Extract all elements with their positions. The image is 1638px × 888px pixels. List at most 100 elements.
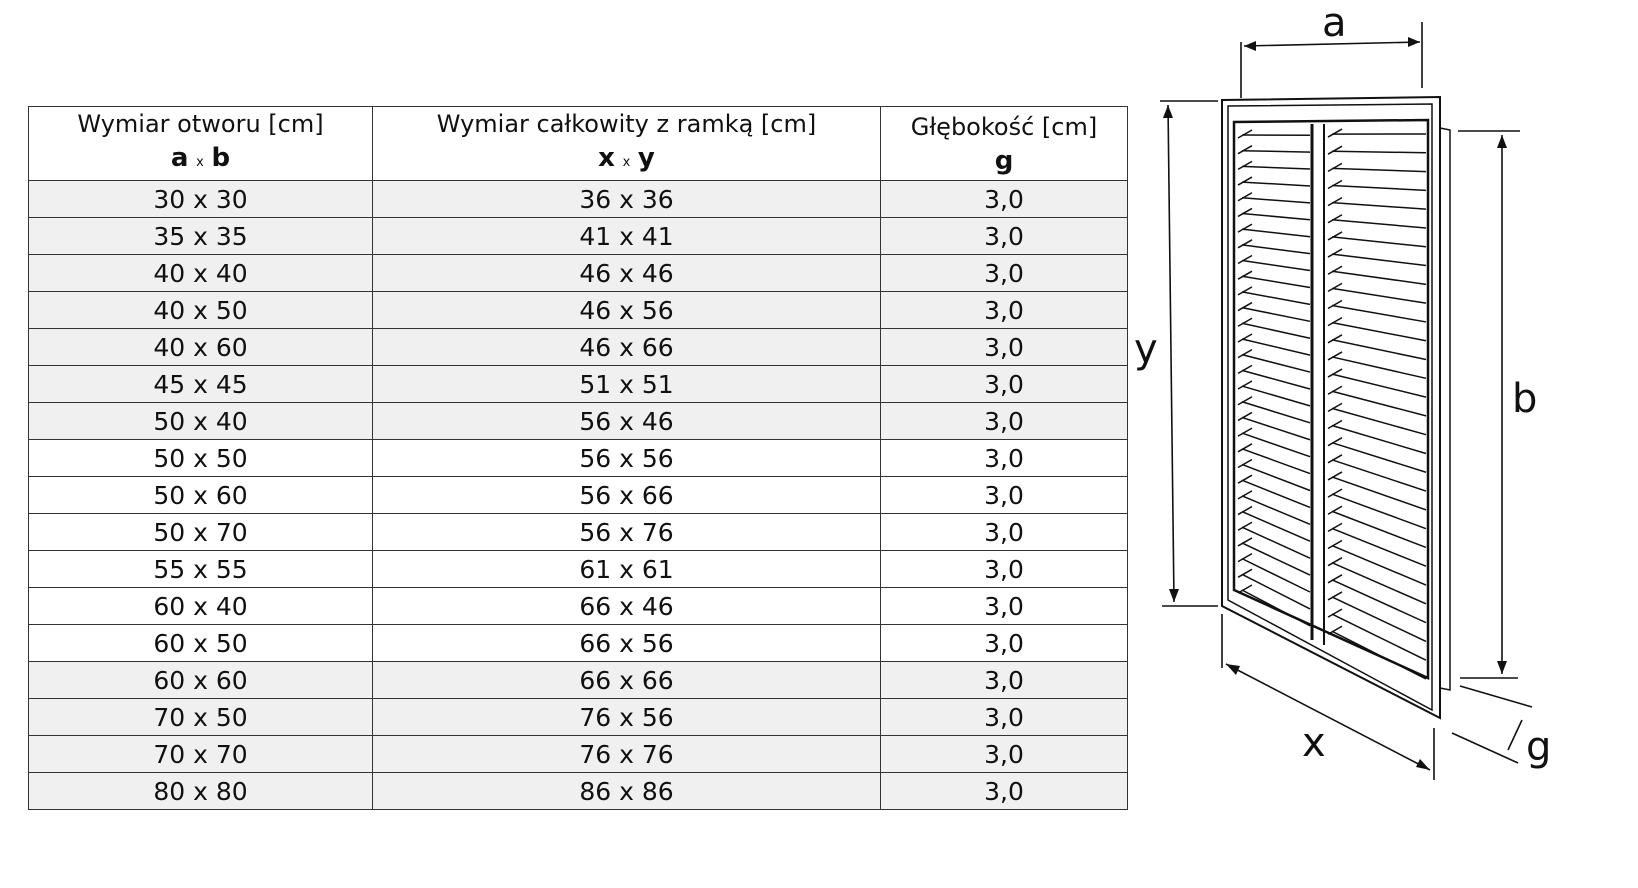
louver-edge [1327,625,1343,635]
louver-slat [1331,544,1427,586]
cell-depth: 3,0 [880,254,1128,292]
cell-opening: 60 x 60 [28,661,373,699]
louver-slat [1241,589,1311,627]
louver-edge [1327,368,1343,378]
louver-edge [1237,490,1253,500]
louver-edge [1327,214,1343,224]
louver-slat [1241,385,1311,407]
cell-opening: 80 x 80 [28,772,373,810]
louver-slat [1331,150,1427,154]
louver-edge [1237,443,1253,453]
cell-opening: 50 x 70 [28,513,373,551]
cell-total: 61 x 61 [372,550,881,588]
header-depth: Głębokość [cm] g [880,106,1128,181]
louver-slat [1331,287,1427,304]
louver-edge [1237,537,1253,547]
louver-slat [1241,291,1311,306]
cell-total: 66 x 56 [372,624,881,662]
louver-edge [1327,419,1343,430]
header-total: Wymiar całkowity z ramką [cm] x x y [372,106,881,181]
louver-slat [1331,304,1427,323]
table-row: 45 x 45 51 x 51 3,0 [28,365,1128,403]
table-row: 40 x 40 46 x 46 3,0 [28,254,1128,292]
arrowheads [1163,37,1507,770]
louver-edge [1237,427,1253,437]
dimensions-table: Wymiar otworu [cm] a x b Wymiar całkowit… [28,106,1128,810]
louver-slat [1241,542,1311,576]
inner-frame [1227,103,1433,712]
cell-depth: 3,0 [880,587,1128,625]
louver-edge [1237,176,1253,186]
louver-edge [1327,574,1343,584]
cell-depth: 3,0 [880,365,1128,403]
cell-total: 36 x 36 [372,180,881,218]
cell-opening: 40 x 50 [28,291,373,329]
cell-total: 46 x 46 [372,254,881,292]
cell-depth: 3,0 [880,476,1128,514]
louver-slat [1331,630,1427,680]
louver-edge [1237,333,1253,343]
louver-edge [1327,591,1343,601]
louver-slat [1241,259,1311,272]
louver-edge [1237,192,1253,202]
louver-slat [1241,432,1311,458]
cell-total: 76 x 76 [372,735,881,773]
louver-slat [1331,596,1427,643]
cell-depth: 3,0 [880,439,1128,477]
cell-depth: 3,0 [880,513,1128,551]
louver-edge [1237,254,1253,265]
cell-opening: 50 x 60 [28,476,373,514]
table-row: 70 x 70 76 x 76 3,0 [28,735,1128,773]
louver-slat [1331,184,1427,192]
louver-edge [1237,207,1253,218]
louver-slat [1241,369,1311,390]
louver-edge [1327,505,1343,515]
louver-slat [1241,401,1311,424]
cell-depth: 3,0 [880,402,1128,440]
louver-edge [1237,223,1253,233]
louver-slat [1331,441,1427,473]
louver-slat [1241,181,1311,187]
louver-edge [1237,380,1253,390]
louver-slat [1241,448,1311,475]
louver-edge [1237,458,1253,469]
louver-edge [1327,351,1343,361]
table-row: 80 x 80 86 x 86 3,0 [28,772,1128,810]
louver-slat [1241,212,1311,221]
table-row: 50 x 70 56 x 76 3,0 [28,513,1128,551]
louver-edge [1327,196,1343,207]
louver-slat [1331,201,1427,210]
cell-depth: 3,0 [880,217,1128,255]
louver-edge [1237,552,1253,563]
louver-slat [1241,416,1311,441]
table-row: 30 x 30 36 x 36 3,0 [28,180,1128,218]
label-g: g [1526,724,1551,770]
table-row: 60 x 50 66 x 56 3,0 [28,624,1128,662]
cell-opening: 40 x 60 [28,328,373,366]
louver-edge [1327,522,1343,533]
louver-edge [1237,145,1253,155]
louver-edge [1327,231,1343,241]
header-title: Głębokość [cm] [910,112,1098,141]
cell-opening: 40 x 40 [28,254,373,292]
louver-slat [1241,353,1311,373]
louver-slat [1241,197,1311,204]
table-row: 70 x 50 76 x 56 3,0 [28,698,1128,736]
louver-edge [1237,317,1253,327]
cell-depth: 3,0 [880,772,1128,810]
cell-opening: 60 x 50 [28,624,373,662]
louver-slat [1331,561,1427,605]
louver-slat [1331,321,1427,342]
louver-edge [1237,568,1253,578]
cell-depth: 3,0 [880,661,1128,699]
louver-edge [1237,270,1253,280]
louver-slat [1241,165,1311,170]
cell-total: 66 x 66 [372,661,881,699]
cell-total: 56 x 46 [372,402,881,440]
louver-slat [1331,459,1427,492]
louver-edge [1327,385,1343,395]
cell-depth: 3,0 [880,550,1128,588]
louver-edge [1237,474,1253,484]
louver-slat [1331,579,1427,624]
louver-edge [1327,454,1343,464]
